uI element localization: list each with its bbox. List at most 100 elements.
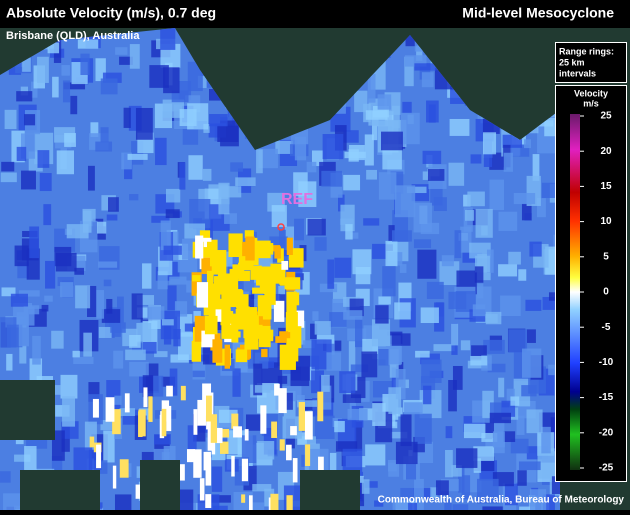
echo-cell: [228, 314, 243, 323]
credit: Commonwealth of Australia, Bureau of Met…: [378, 495, 625, 506]
echo-cell: [24, 306, 35, 325]
echo-cell: [482, 506, 503, 510]
echo-cell: [417, 250, 436, 279]
echo-cell: [334, 421, 345, 432]
echo-cell: [414, 239, 431, 248]
echo-cell: [218, 183, 229, 215]
echo-cell: [365, 134, 374, 165]
echo-cell: [299, 402, 305, 431]
echo-cell: [96, 445, 101, 469]
echo-cell: [448, 380, 457, 411]
echo-cell: [493, 431, 505, 447]
echo-cell: [249, 495, 253, 510]
echo-cell: [153, 376, 163, 397]
echo-cell: [45, 261, 55, 289]
echo-cell: [449, 163, 465, 186]
echo-cell: [260, 405, 266, 433]
echo-cell: [231, 456, 234, 477]
echo-cell: [37, 150, 49, 168]
echo-cell: [106, 397, 115, 422]
echo-cell: [392, 230, 412, 241]
echo-cell: [113, 466, 116, 489]
echo-cell: [423, 151, 442, 164]
echo-cell: [64, 133, 76, 147]
echo-cell: [450, 119, 470, 136]
echo-cell: [490, 413, 511, 423]
echo-cell: [467, 192, 485, 207]
echo-cell: [148, 396, 152, 422]
legend-box: [556, 86, 627, 482]
echo-cell: [269, 282, 275, 293]
echo-cell: [486, 312, 502, 324]
echo-gap: [20, 470, 100, 510]
echo-cell: [164, 246, 182, 255]
echo-cell: [193, 371, 205, 377]
echo-cell: [280, 439, 285, 450]
echo-cell: [187, 449, 195, 462]
range-text: Range rings:: [559, 46, 614, 56]
echo-cell: [334, 258, 351, 278]
echo-cell: [490, 180, 504, 210]
echo-cell: [421, 307, 439, 323]
echo-cell: [508, 252, 521, 265]
echo-cell: [514, 193, 535, 204]
ref-label: REF: [281, 191, 313, 208]
echo-cell: [242, 459, 248, 482]
echo-cell: [498, 212, 517, 231]
echo-cell: [339, 371, 355, 393]
echo-cell: [75, 285, 90, 308]
echo-cell: [252, 484, 271, 491]
echo-cell: [529, 242, 541, 257]
echo-cell: [61, 65, 69, 76]
echo-cell: [114, 396, 121, 405]
echo-cell: [290, 426, 297, 435]
echo-cell: [305, 444, 310, 466]
echo-cell: [436, 480, 449, 495]
echo-cell: [500, 296, 521, 316]
echo-cell: [73, 351, 80, 358]
echo-cell: [366, 110, 388, 119]
echo-cell: [136, 108, 153, 140]
echo-cell: [16, 91, 32, 101]
echo-cell: [143, 387, 147, 407]
echo-gap: [0, 380, 55, 440]
echo-cell: [481, 226, 488, 236]
echo-cell: [101, 78, 118, 94]
echo-cell: [163, 67, 179, 93]
echo-cell: [504, 431, 515, 442]
echo-cell: [375, 305, 388, 323]
echo-cell: [180, 109, 197, 126]
echo-cell: [345, 224, 352, 239]
echo-cell: [402, 102, 411, 113]
echo-cell: [315, 321, 331, 335]
echo-cell: [274, 246, 281, 258]
echo-cell: [271, 422, 277, 438]
echo-cell: [107, 214, 118, 220]
echo-cell: [365, 444, 385, 465]
echo-cell: [348, 409, 368, 420]
echo-cell: [54, 247, 71, 266]
echo-cell: [24, 114, 35, 125]
echo-cell: [361, 352, 377, 378]
echo-cell: [60, 375, 77, 399]
echo-cell: [406, 464, 416, 480]
echo-cell: [355, 317, 362, 347]
echo-cell: [323, 134, 344, 159]
echo-cell: [522, 204, 532, 221]
echo-cell: [179, 162, 185, 189]
echo-cell: [442, 255, 454, 266]
echo-cell: [120, 459, 129, 477]
echo-cell: [225, 345, 230, 369]
echo-cell: [142, 263, 151, 288]
echo-cell: [162, 409, 167, 436]
echo-cell: [504, 153, 513, 172]
echo-cell: [428, 169, 444, 181]
echo-cell: [200, 478, 205, 500]
echo-cell: [102, 309, 120, 323]
echo-cell: [288, 324, 297, 332]
echo-cell: [129, 194, 138, 200]
echo-cell: [108, 197, 119, 212]
echo-cell: [483, 132, 496, 154]
legend-title: Velocity: [574, 88, 608, 98]
